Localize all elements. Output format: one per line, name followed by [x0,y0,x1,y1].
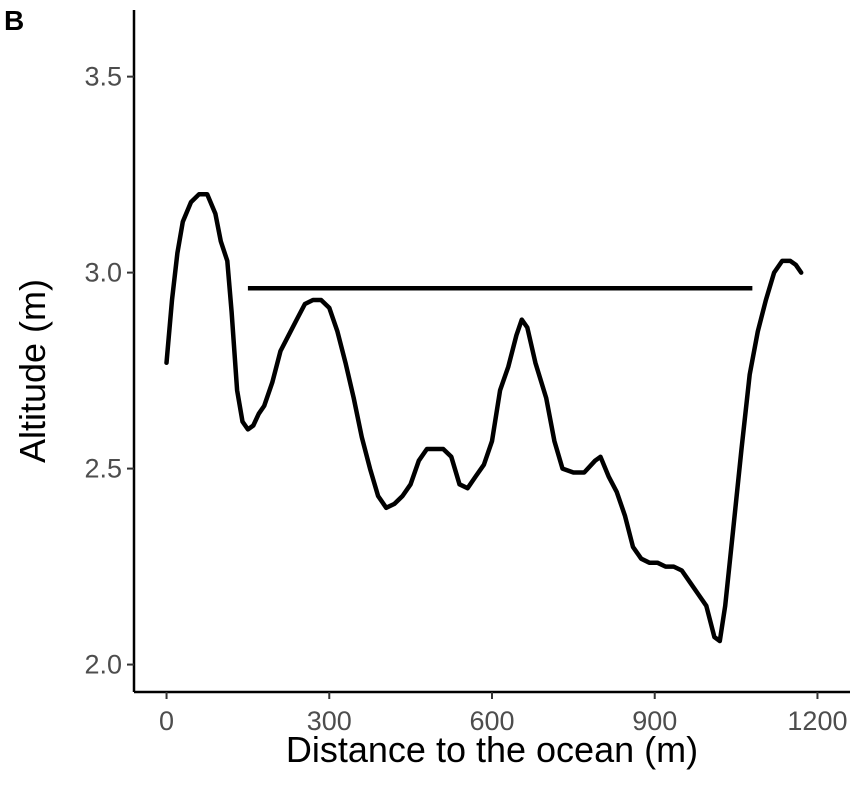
x-tick-label: 900 [632,706,677,736]
altitude-profile-line [164,191,804,644]
y-tick-label: 2.0 [84,650,122,680]
y-tick-label: 3.0 [84,258,122,288]
y-tick-label: 2.5 [84,454,122,484]
y-axis-title: Altitude (m) [12,279,53,463]
x-tick-label: 0 [159,706,174,736]
x-tick-label: 600 [469,706,514,736]
y-tick-label: 3.5 [84,62,122,92]
x-tick-label: 1200 [787,706,847,736]
panel-label: B [4,5,24,36]
plot-area: 0 300 600 900 1200 2.0 2.5 3.0 3.5 [84,10,850,736]
x-axis-title: Distance to the ocean (m) [286,729,698,770]
x-tick-label: 300 [307,706,352,736]
